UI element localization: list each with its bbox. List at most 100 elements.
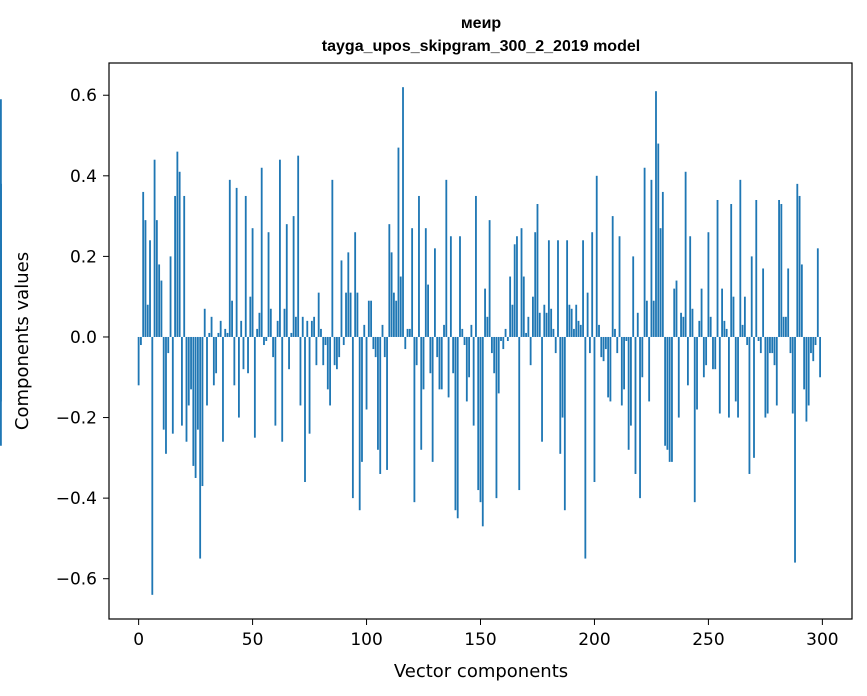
- bar-56: [265, 336, 268, 341]
- bar-8: [155, 220, 158, 337]
- x-tick-label-300: 300: [806, 630, 838, 650]
- bar-78: [315, 336, 318, 366]
- bar-44: [238, 336, 240, 418]
- bar-249: [705, 336, 708, 366]
- bar-26: [196, 336, 199, 430]
- bar-145: [468, 336, 471, 378]
- bar-106: [379, 336, 382, 474]
- bar-187: [563, 336, 566, 511]
- bar-29: [203, 308, 206, 337]
- bar-119: [408, 328, 411, 337]
- bar-0: [137, 336, 140, 386]
- bar-165: [513, 244, 516, 337]
- bar-82: [324, 336, 327, 346]
- bar-undefined: [0, 316, 2, 337]
- bar-231: [664, 336, 667, 446]
- bar-217: [632, 256, 635, 337]
- bar-287: [791, 336, 794, 414]
- bar-20: [183, 195, 186, 337]
- bar-208: [611, 216, 614, 337]
- bar-undefined: [0, 328, 2, 337]
- y-tick-label-1: −0.4: [56, 489, 97, 509]
- bar-267: [746, 336, 749, 346]
- y-axis-label: Components values: [12, 252, 33, 430]
- bar-153: [486, 316, 489, 337]
- bar-13: [167, 336, 170, 354]
- bar-162: [506, 336, 509, 341]
- bar-229: [659, 228, 662, 337]
- y-tick-label-5: 0.4: [70, 167, 97, 187]
- bar-63: [281, 336, 284, 442]
- bar-75: [308, 336, 311, 434]
- bar-undefined: [0, 336, 2, 390]
- bar-158: [497, 336, 500, 394]
- bar-238: [680, 312, 682, 337]
- bar-225: [650, 179, 653, 337]
- bar-194: [579, 324, 582, 337]
- bar-18: [178, 171, 181, 337]
- bar-219: [636, 312, 639, 337]
- bar-280: [775, 336, 778, 406]
- bar-1: [140, 336, 142, 346]
- bar-143: [463, 336, 466, 346]
- bar-92: [347, 252, 350, 337]
- bar-98: [361, 336, 363, 462]
- bar-139: [454, 336, 457, 511]
- bar-68: [292, 216, 295, 337]
- bar-281: [778, 199, 780, 337]
- bar-273: [759, 336, 762, 354]
- bar-275: [764, 336, 767, 418]
- bar-132: [438, 336, 441, 390]
- bar-188: [566, 240, 569, 337]
- bar-291: [800, 264, 803, 337]
- bar-247: [700, 288, 703, 337]
- bar-11: [162, 336, 165, 430]
- bar-176: [538, 312, 541, 337]
- bar-279: [773, 336, 776, 366]
- bar-108: [383, 336, 386, 358]
- bar-90: [342, 336, 345, 346]
- bar-236: [675, 280, 678, 337]
- bar-255: [718, 336, 721, 414]
- bar-49: [249, 296, 252, 337]
- bar-36: [219, 320, 222, 337]
- bar-181: [550, 308, 553, 337]
- bar-180: [547, 240, 550, 337]
- bar-186: [561, 336, 564, 418]
- bar-15: [171, 336, 174, 434]
- bar-133: [440, 336, 443, 390]
- bar-216: [630, 336, 632, 426]
- bar-116: [402, 87, 404, 337]
- bar-261: [732, 296, 735, 337]
- bar-164: [511, 304, 514, 337]
- bar-131: [436, 336, 439, 358]
- bar-220: [639, 336, 641, 499]
- bar-107: [381, 324, 384, 337]
- bar-136: [447, 336, 450, 398]
- y-tick-label-6: 0.6: [70, 86, 97, 106]
- bar-177: [541, 336, 543, 442]
- bar-23: [190, 336, 192, 390]
- bar-69: [294, 316, 297, 337]
- bar-79: [317, 292, 320, 337]
- bar-117: [404, 336, 407, 350]
- bar-71: [299, 336, 302, 406]
- bar-169: [522, 276, 525, 337]
- bar-series: [0, 87, 821, 595]
- bar-179: [545, 312, 548, 337]
- bar-54: [260, 167, 263, 337]
- bar-48: [247, 336, 249, 374]
- bar-9: [158, 264, 161, 337]
- x-tick-label-100: 100: [350, 630, 382, 650]
- bar-16: [174, 195, 176, 337]
- bar-215: [627, 336, 630, 450]
- bar-53: [258, 312, 261, 337]
- bar-262: [734, 336, 737, 402]
- bar-19: [181, 336, 183, 426]
- bar-66: [288, 336, 290, 370]
- bar-115: [399, 276, 402, 337]
- bar-172: [529, 336, 532, 366]
- bar-87: [336, 336, 338, 370]
- bar-285: [787, 268, 790, 337]
- bar-277: [769, 336, 771, 354]
